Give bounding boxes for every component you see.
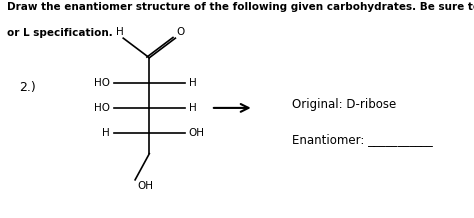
Text: O: O: [176, 27, 184, 37]
Text: 2.): 2.): [19, 81, 36, 94]
Text: Original: D-ribose: Original: D-ribose: [292, 98, 396, 111]
Text: Draw the enantiomer structure of the following given carbohydrates. Be sure to i: Draw the enantiomer structure of the fol…: [7, 2, 474, 12]
Text: H: H: [116, 27, 123, 37]
Text: H: H: [189, 103, 196, 113]
Text: OH: OH: [137, 181, 154, 191]
Text: Enantiomer: ___________: Enantiomer: ___________: [292, 133, 432, 146]
Text: or L specification.: or L specification.: [7, 28, 113, 38]
Text: H: H: [189, 78, 196, 88]
Text: H: H: [102, 128, 110, 138]
Text: HO: HO: [94, 103, 110, 113]
Text: OH: OH: [189, 128, 205, 138]
Text: HO: HO: [94, 78, 110, 88]
